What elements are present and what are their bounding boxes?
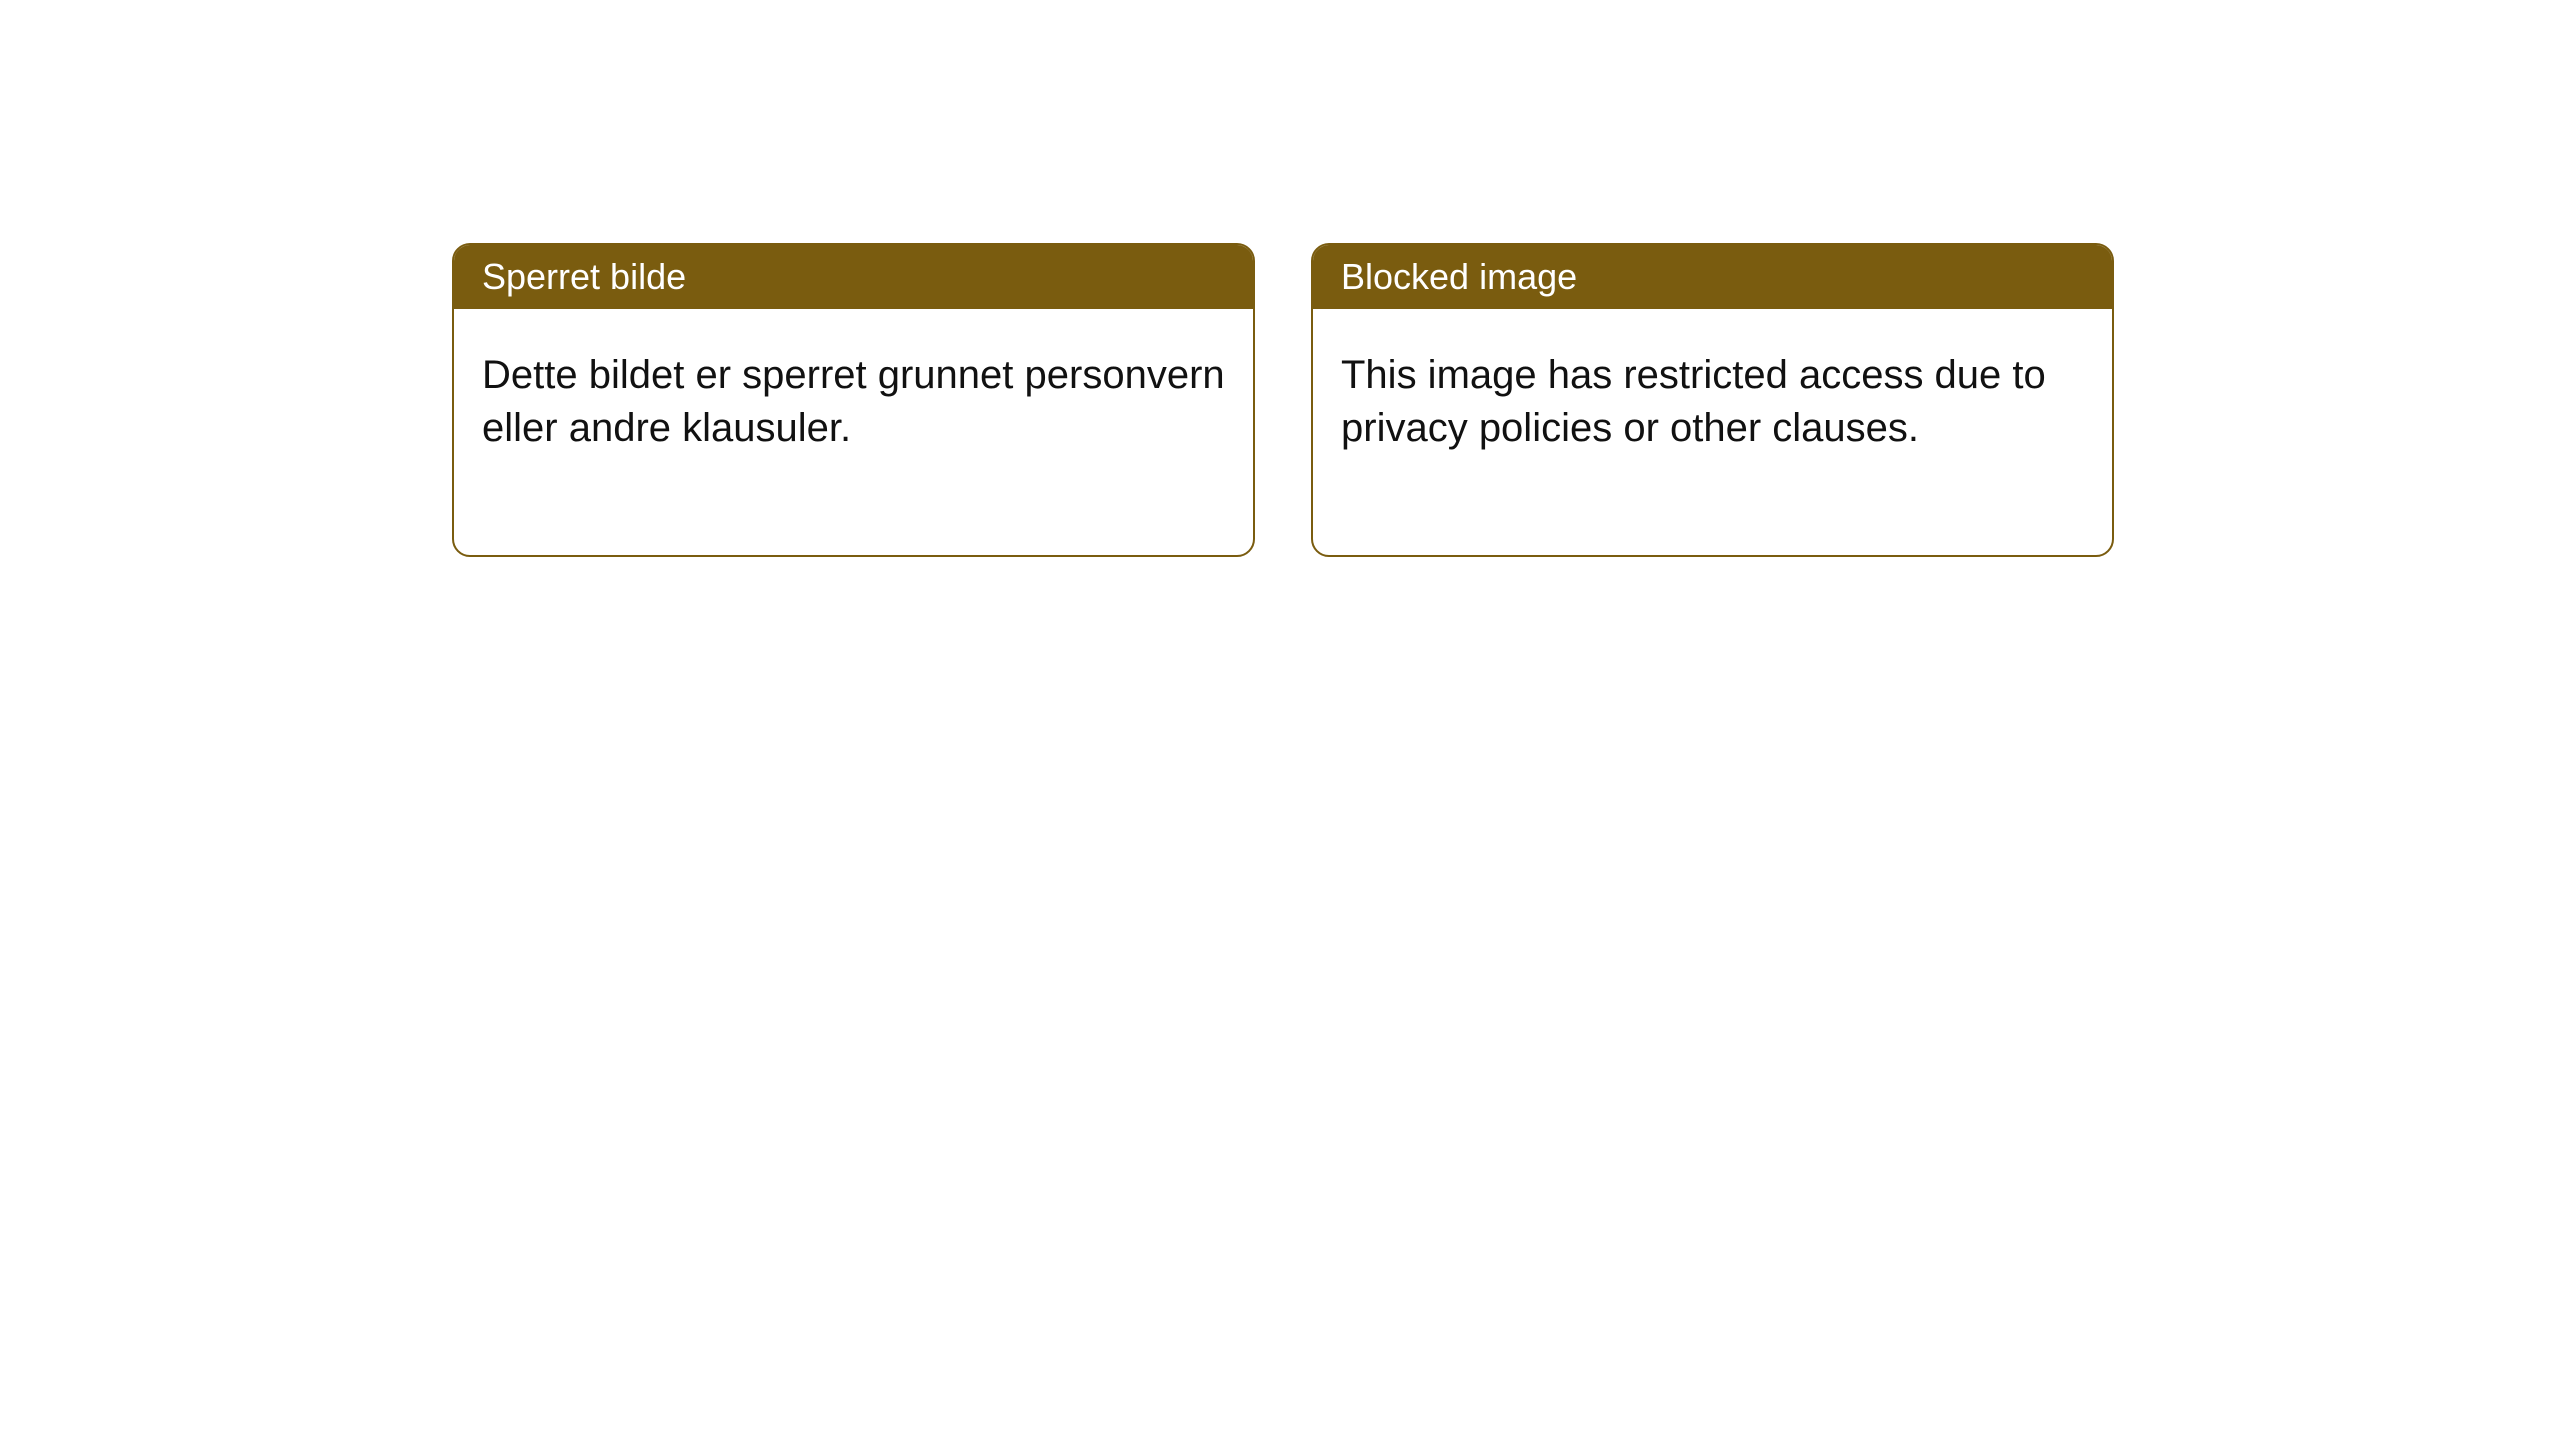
blocked-image-card-en: Blocked image This image has restricted … — [1311, 243, 2114, 557]
card-body: Dette bildet er sperret grunnet personve… — [454, 309, 1253, 555]
card-body: This image has restricted access due to … — [1313, 309, 2112, 555]
card-header: Blocked image — [1313, 245, 2112, 309]
blocked-image-card-no: Sperret bilde Dette bildet er sperret gr… — [452, 243, 1255, 557]
card-header: Sperret bilde — [454, 245, 1253, 309]
cards-container: Sperret bilde Dette bildet er sperret gr… — [0, 0, 2560, 557]
